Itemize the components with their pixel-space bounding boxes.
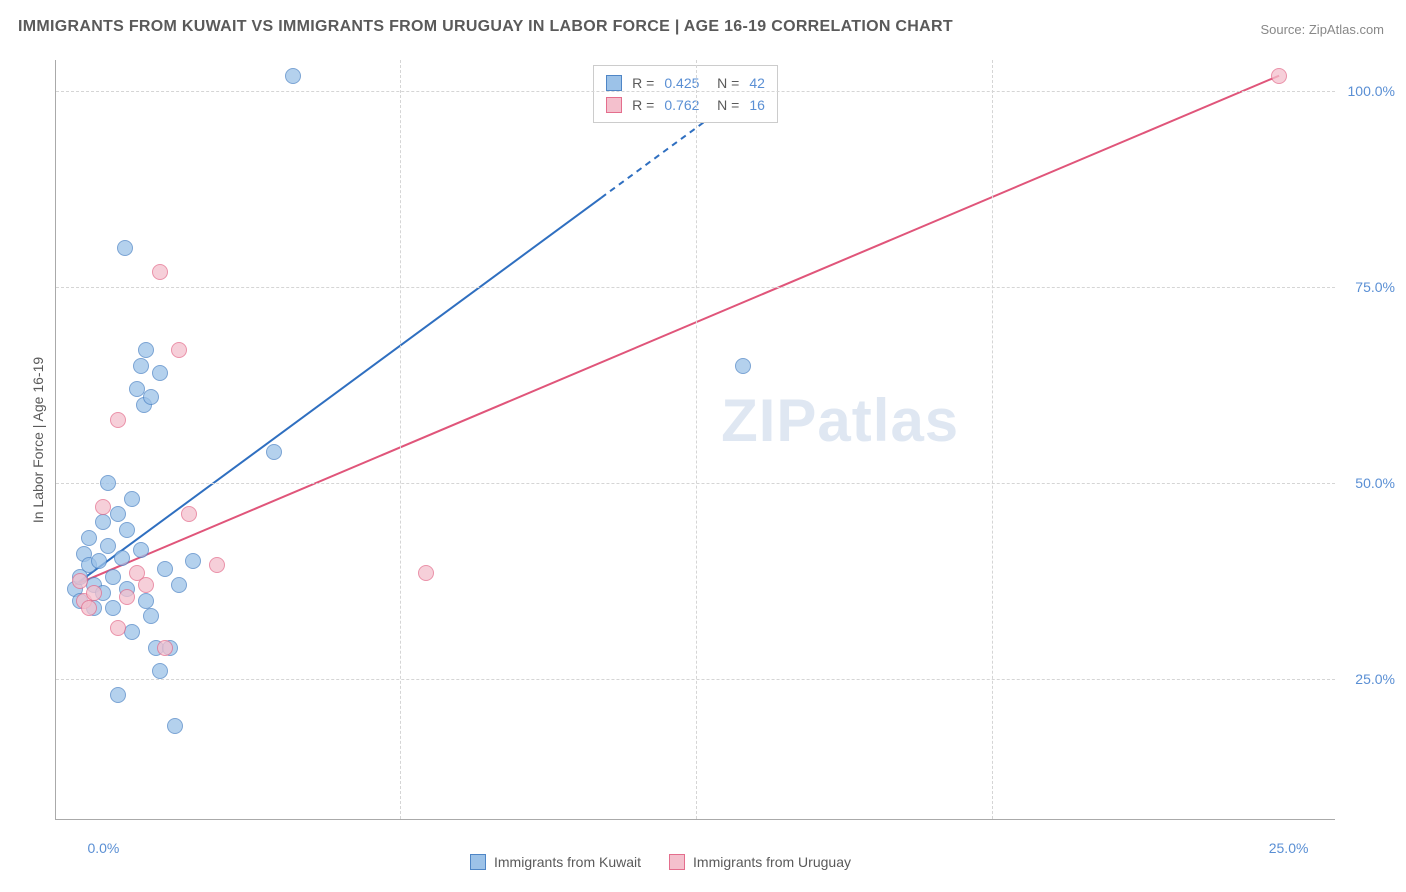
chart-container: IMMIGRANTS FROM KUWAIT VS IMMIGRANTS FRO… <box>0 0 1406 892</box>
scatter-point <box>72 573 88 589</box>
corr-r-value: 0.762 <box>664 94 699 116</box>
scatter-point <box>418 565 434 581</box>
scatter-point <box>86 585 102 601</box>
legend-swatch <box>470 854 486 870</box>
scatter-point <box>105 600 121 616</box>
scatter-point <box>735 358 751 374</box>
y-tick-label: 25.0% <box>1355 671 1395 687</box>
scatter-point <box>124 624 140 640</box>
corr-n-value: 16 <box>749 94 765 116</box>
scatter-point <box>133 358 149 374</box>
scatter-point <box>171 342 187 358</box>
legend-swatch <box>606 75 622 91</box>
scatter-point <box>100 475 116 491</box>
scatter-point <box>152 365 168 381</box>
scatter-point <box>152 264 168 280</box>
corr-r-label: R = <box>632 94 654 116</box>
scatter-point <box>105 569 121 585</box>
scatter-point <box>119 589 135 605</box>
scatter-point <box>133 542 149 558</box>
scatter-point <box>81 530 97 546</box>
y-tick-label: 50.0% <box>1355 475 1395 491</box>
x-tick-label: 25.0% <box>1269 840 1309 856</box>
scatter-point <box>110 687 126 703</box>
legend-swatch <box>606 97 622 113</box>
scatter-point <box>138 577 154 593</box>
gridline-vertical <box>696 60 697 819</box>
x-tick-label: 0.0% <box>87 840 119 856</box>
trend-line <box>75 76 1279 585</box>
scatter-point <box>91 553 107 569</box>
legend-label: Immigrants from Kuwait <box>494 854 641 870</box>
scatter-point <box>167 718 183 734</box>
scatter-point <box>266 444 282 460</box>
correlation-row: R = 0.762 N = 16 <box>606 94 765 116</box>
gridline-vertical <box>400 60 401 819</box>
plot-area: ZIPatlas R = 0.425 N = 42R = 0.762 N = 1… <box>55 60 1335 820</box>
scatter-point <box>110 506 126 522</box>
scatter-point <box>157 561 173 577</box>
scatter-point <box>185 553 201 569</box>
legend-swatch <box>669 854 685 870</box>
scatter-point <box>138 593 154 609</box>
scatter-point <box>285 68 301 84</box>
chart-title: IMMIGRANTS FROM KUWAIT VS IMMIGRANTS FRO… <box>18 18 953 36</box>
scatter-point <box>117 240 133 256</box>
scatter-point <box>209 557 225 573</box>
scatter-point <box>81 600 97 616</box>
correlation-legend: R = 0.425 N = 42R = 0.762 N = 16 <box>593 65 778 123</box>
series-legend: Immigrants from Kuwait Immigrants from Ur… <box>470 854 851 870</box>
legend-item: Immigrants from Kuwait <box>470 854 641 870</box>
scatter-point <box>157 640 173 656</box>
gridline-vertical <box>992 60 993 819</box>
scatter-point <box>181 506 197 522</box>
scatter-point <box>119 522 135 538</box>
scatter-point <box>138 342 154 358</box>
scatter-point <box>110 620 126 636</box>
y-tick-label: 75.0% <box>1355 279 1395 295</box>
legend-item: Immigrants from Uruguay <box>669 854 851 870</box>
scatter-point <box>152 663 168 679</box>
corr-n-label: N = <box>709 94 739 116</box>
scatter-point <box>95 499 111 515</box>
scatter-point <box>114 550 130 566</box>
scatter-point <box>171 577 187 593</box>
scatter-point <box>143 608 159 624</box>
scatter-point <box>143 389 159 405</box>
source-label: Source: ZipAtlas.com <box>1260 22 1384 37</box>
scatter-point <box>1271 68 1287 84</box>
scatter-point <box>124 491 140 507</box>
scatter-point <box>110 412 126 428</box>
scatter-point <box>100 538 116 554</box>
y-tick-label: 100.0% <box>1348 83 1395 99</box>
y-axis-label: In Labor Force | Age 16-19 <box>30 357 46 523</box>
legend-label: Immigrants from Uruguay <box>693 854 851 870</box>
